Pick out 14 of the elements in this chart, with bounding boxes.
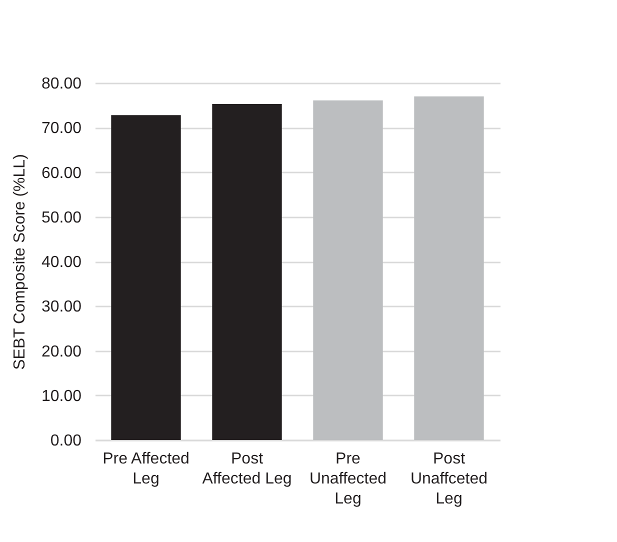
y-axis-title: SEBT Composite Score (%LL) <box>11 154 28 370</box>
x-tick-label: Post Affected Leg <box>202 450 292 488</box>
x-tick-label: Pre Affected Leg <box>102 450 190 488</box>
x-tick-label: Pre Unaffected Leg <box>309 450 387 508</box>
y-tick-label: 80.00 <box>41 76 82 92</box>
y-tick-label: 60.00 <box>41 164 82 182</box>
y-tick-label: 20.00 <box>41 343 82 360</box>
x-tick-label: Post Unaffceted Leg <box>410 450 488 508</box>
y-tick-label: 10.00 <box>41 388 82 405</box>
y-tick-label: 40.00 <box>41 254 82 271</box>
y-tick-label: 30.00 <box>41 298 82 316</box>
y-tick-label: 50.00 <box>41 209 82 226</box>
y-tick-label: 0.00 <box>50 432 82 450</box>
y-tick-label: 70.00 <box>41 120 82 138</box>
